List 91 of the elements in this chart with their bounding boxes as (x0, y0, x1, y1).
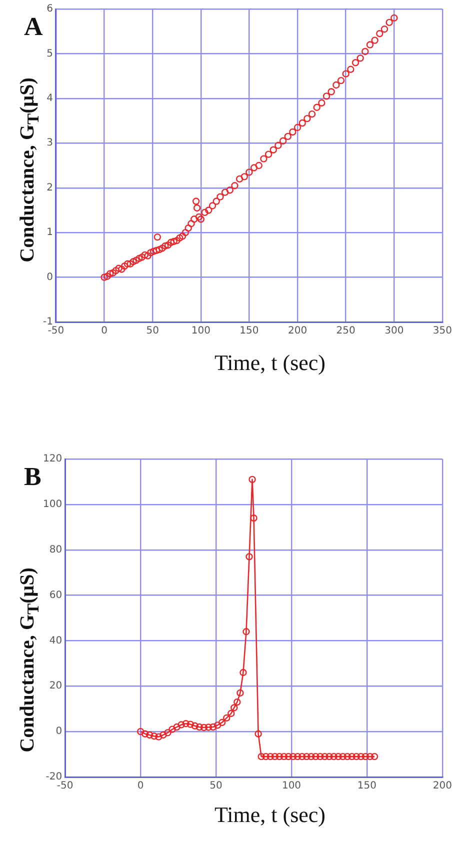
point (357, 752, 365, 760)
point (200, 724, 208, 732)
point (209, 723, 217, 731)
point (366, 752, 374, 760)
x-tick-label: 50 (146, 326, 159, 337)
point (242, 628, 250, 636)
point (136, 728, 144, 736)
point (294, 752, 302, 760)
point (234, 698, 241, 706)
x-tick-label: 150 (357, 780, 377, 792)
point (246, 553, 253, 560)
y-tick-label: -20 (46, 772, 62, 783)
y-tick-label: 6 (46, 4, 53, 15)
point (146, 731, 154, 739)
point (141, 730, 149, 738)
point (178, 721, 185, 728)
point (196, 723, 204, 731)
point (344, 752, 351, 760)
y-tick-label: 20 (49, 680, 62, 692)
point (298, 752, 306, 760)
y-tick-label: 120 (42, 454, 62, 465)
y-tick-label: 0 (46, 272, 53, 283)
x-tick-label: 250 (336, 326, 356, 337)
x-tick-label: 50 (210, 780, 222, 792)
point (362, 752, 370, 760)
y-tick-label: 3 (46, 138, 53, 149)
x-tick-label: 100 (191, 326, 210, 337)
point (168, 726, 176, 733)
point (155, 733, 162, 740)
chart-title: A (24, 12, 43, 42)
x-tick-label: 0 (137, 780, 144, 792)
point (240, 668, 247, 676)
y-tick-label: 1 (46, 227, 53, 238)
x-tick-label: 350 (432, 326, 452, 337)
x-tick-label: 300 (384, 326, 404, 337)
point (204, 724, 212, 731)
point (271, 752, 279, 760)
y-tick-label: 40 (49, 635, 62, 646)
point (254, 730, 262, 738)
x-tick-label: 100 (282, 780, 302, 792)
point (223, 714, 230, 722)
point (339, 752, 346, 760)
point (334, 752, 342, 760)
x-tick-label: 200 (432, 780, 452, 792)
point (258, 752, 265, 760)
point (218, 718, 226, 726)
point (303, 752, 310, 760)
chart-title: B (24, 462, 42, 492)
point (280, 752, 288, 760)
point (316, 752, 324, 760)
y-tick-label: 4 (46, 93, 53, 104)
point (191, 722, 198, 730)
y-tick-label: 80 (49, 544, 62, 556)
point (321, 752, 328, 760)
y-tick-label: -1 (42, 316, 53, 328)
point (173, 723, 180, 731)
point (248, 476, 256, 484)
point (312, 752, 320, 760)
point (228, 710, 235, 717)
point (262, 752, 270, 760)
x-tick-label: 0 (101, 326, 108, 337)
point (266, 752, 274, 760)
y-tick-label: 100 (42, 499, 62, 510)
point (348, 752, 356, 760)
x-tick-label: -50 (48, 326, 64, 337)
point (276, 752, 284, 760)
x-axis-title: Time, t (sec) (213, 350, 326, 376)
point (150, 732, 158, 740)
y-tick-label: 5 (46, 48, 53, 60)
x-tick-label: -50 (56, 780, 74, 792)
point (284, 752, 292, 760)
point (330, 752, 338, 760)
point (370, 752, 378, 760)
x-axis-title: Time, t (sec) (213, 802, 326, 828)
point (352, 752, 360, 760)
point (186, 720, 194, 728)
point (326, 752, 333, 760)
x-tick-label: 200 (288, 326, 308, 337)
point (230, 704, 238, 712)
point (250, 514, 258, 522)
y-tick-label: 60 (49, 590, 62, 601)
point (308, 752, 315, 760)
y-tick-label: 2 (46, 182, 53, 194)
point (236, 689, 244, 697)
point (164, 729, 172, 736)
point (182, 720, 190, 728)
point (214, 722, 222, 729)
x-tick-label: 150 (240, 326, 259, 337)
point (160, 731, 167, 739)
point (289, 752, 297, 760)
y-tick-label: 0 (56, 726, 62, 738)
